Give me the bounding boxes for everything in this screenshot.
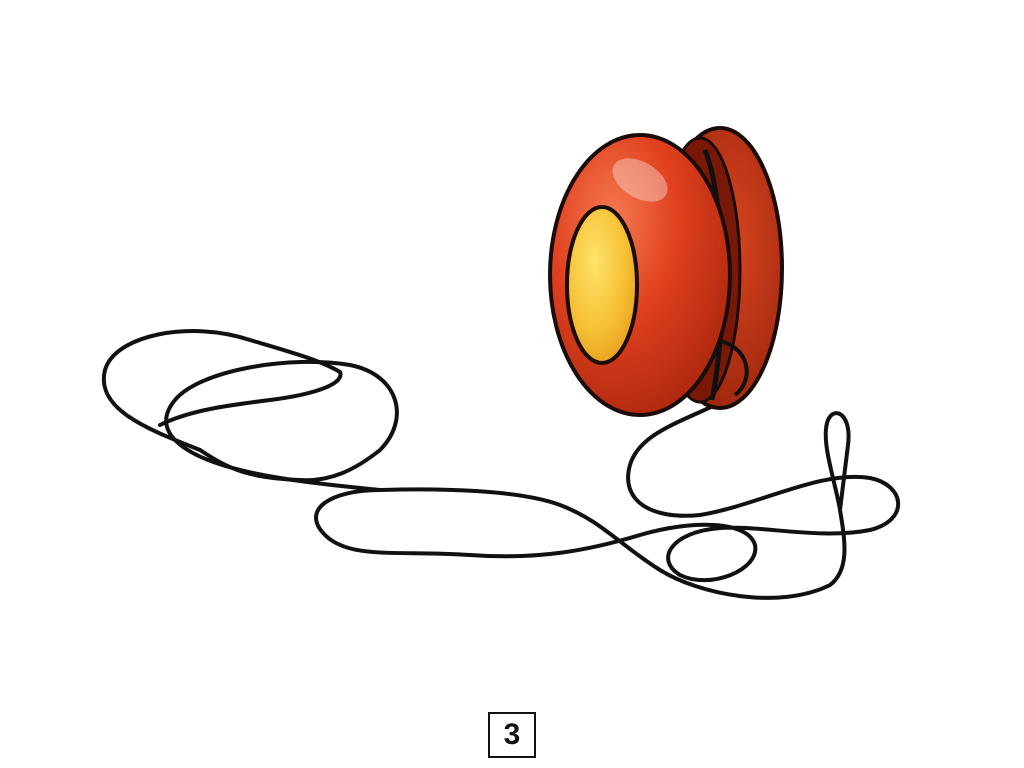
yoyo-highlight bbox=[612, 158, 668, 202]
yoyo-center-cap bbox=[565, 205, 639, 365]
yoyo-string bbox=[101, 329, 901, 600]
figure-number-label: 3 bbox=[488, 712, 536, 758]
